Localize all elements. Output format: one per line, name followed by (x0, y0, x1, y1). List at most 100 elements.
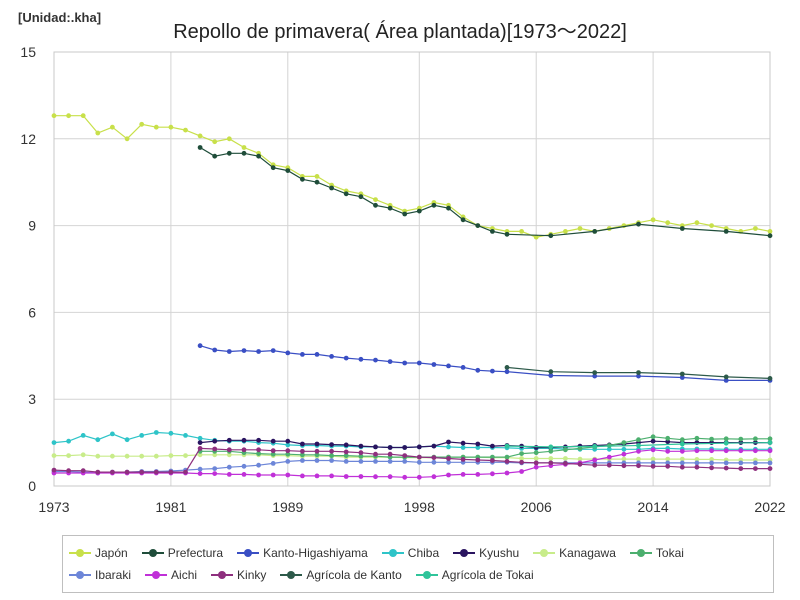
legend-swatch (69, 570, 91, 580)
data-point (168, 430, 174, 436)
data-point (753, 448, 758, 454)
data-point (709, 457, 714, 462)
x-tick-label: 2014 (638, 499, 669, 515)
data-point (197, 343, 203, 349)
series-line (53, 447, 770, 473)
data-point (650, 460, 656, 466)
data-point (723, 440, 729, 446)
data-point (314, 448, 320, 454)
data-point (285, 459, 291, 464)
data-point (592, 457, 598, 463)
y-tick-label: 6 (28, 304, 36, 320)
series-10 (504, 365, 773, 381)
data-point (592, 373, 598, 379)
data-point (723, 374, 729, 380)
data-point (519, 451, 524, 456)
data-point (548, 448, 554, 454)
x-tick-label: 1973 (38, 499, 69, 515)
data-point (402, 453, 408, 458)
data-point (665, 460, 671, 466)
legend-swatch (415, 570, 438, 580)
data-point (197, 446, 203, 451)
data-point (694, 435, 700, 441)
data-point (460, 445, 466, 450)
data-point (694, 448, 700, 454)
legend-swatch (145, 570, 168, 580)
data-point (314, 441, 320, 447)
data-point (300, 473, 305, 479)
data-point (606, 462, 612, 468)
data-point (212, 446, 218, 452)
data-point (548, 369, 554, 375)
data-point (80, 113, 86, 119)
data-point (563, 456, 568, 461)
data-point (694, 457, 700, 462)
data-point (446, 456, 451, 461)
series-line (199, 345, 770, 381)
data-point (226, 464, 232, 470)
data-point (533, 234, 539, 240)
data-point (314, 352, 320, 357)
chart-title: Repollo de primavera( Área plantada)[197… (173, 21, 627, 43)
data-point (139, 121, 145, 127)
series-9 (51, 446, 773, 475)
legend-label: Kanto-Higashiyama (263, 546, 368, 560)
data-point (767, 229, 773, 234)
data-point (314, 179, 320, 185)
data-point (168, 469, 174, 475)
data-point (358, 450, 364, 456)
series-line (54, 449, 770, 478)
data-point (329, 354, 334, 359)
data-point (256, 472, 261, 478)
data-point (679, 437, 685, 443)
data-point (66, 468, 71, 474)
data-point (548, 444, 554, 450)
data-point (577, 446, 583, 451)
data-point (490, 458, 495, 463)
data-point (592, 444, 598, 449)
data-point (226, 472, 232, 477)
data-point (636, 443, 641, 448)
data-point (767, 448, 773, 454)
data-point (665, 435, 671, 441)
legend-label: Tokai (655, 546, 684, 560)
data-point (212, 471, 218, 476)
legend-label: Japón (95, 546, 128, 560)
data-point (124, 469, 130, 475)
y-tick-label: 9 (28, 218, 36, 234)
data-point (343, 453, 349, 458)
data-point (373, 197, 378, 203)
data-point (285, 350, 291, 356)
data-point (738, 436, 744, 442)
data-point (183, 433, 188, 438)
data-point (416, 474, 422, 480)
data-point (241, 437, 247, 443)
data-point (270, 165, 276, 171)
data-point (665, 448, 671, 454)
data-point (679, 441, 685, 447)
data-point (300, 452, 305, 458)
data-point (343, 449, 349, 455)
legend-item: Chiba (381, 542, 439, 564)
data-point (767, 376, 773, 381)
data-point (226, 349, 232, 354)
data-point (124, 437, 130, 443)
data-point (475, 457, 481, 463)
data-point (373, 357, 378, 363)
data-point (314, 458, 320, 463)
data-point (548, 456, 554, 461)
line-chart: 0 3 6 9 12 15 1973 1981 1989 1998 2006 2014 2022 (20, 44, 785, 515)
data-point (753, 466, 758, 471)
data-point (723, 436, 729, 442)
data-point (753, 226, 758, 231)
legend-swatch (533, 548, 556, 558)
x-tick-label: 2006 (521, 499, 552, 515)
series-1 (197, 145, 773, 239)
data-point (606, 454, 612, 460)
data-point (241, 150, 247, 156)
data-point (226, 150, 232, 156)
data-point (709, 460, 714, 466)
series-line (200, 436, 770, 458)
data-point (256, 153, 261, 159)
data-point (679, 460, 685, 466)
